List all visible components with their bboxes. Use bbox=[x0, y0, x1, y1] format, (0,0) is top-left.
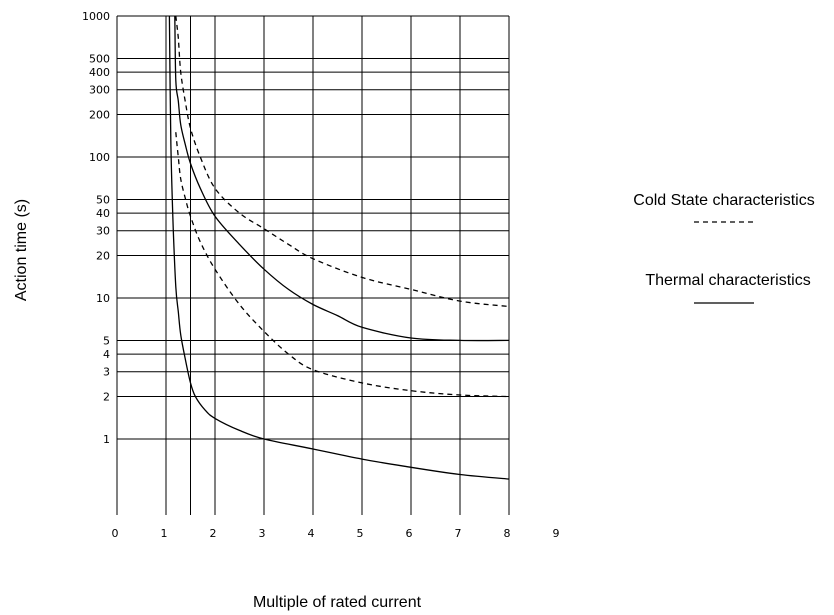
x-tick-label: 8 bbox=[504, 527, 511, 540]
x-tick-label: 0 bbox=[112, 527, 119, 540]
x-tick-label: 6 bbox=[406, 527, 413, 540]
y-tick-label: 40 bbox=[96, 207, 110, 220]
y-tick-label: 4 bbox=[103, 348, 110, 361]
y-tick-label: 30 bbox=[96, 225, 110, 238]
y-tick-label: 10 bbox=[96, 292, 110, 305]
curves bbox=[168, 15, 510, 480]
y-tick-label: 20 bbox=[96, 250, 110, 263]
x-tick-label: 9 bbox=[553, 527, 560, 540]
legend: Cold State characteristics Thermal chara… bbox=[633, 192, 815, 304]
series-curve-2 bbox=[175, 132, 510, 398]
y-tick-label: 2 bbox=[103, 391, 110, 404]
series-curve-3 bbox=[174, 15, 510, 342]
legend-label-cold: Cold State characteristics bbox=[633, 192, 814, 209]
y-tick-label: 1 bbox=[103, 433, 110, 446]
grid bbox=[116, 15, 510, 515]
x-axis-label: Multiple of rated current bbox=[253, 594, 422, 611]
x-tick-label: 4 bbox=[308, 527, 315, 540]
x-tick-label: 1 bbox=[161, 527, 168, 540]
y-tick-label: 300 bbox=[89, 84, 110, 97]
y-tick-label: 5 bbox=[103, 334, 110, 347]
legend-label-thermal: Thermal characteristics bbox=[645, 272, 810, 289]
y-tick-label: 200 bbox=[89, 109, 110, 122]
y-tick-label: 50 bbox=[96, 193, 110, 206]
y-tick-label: 500 bbox=[89, 52, 110, 65]
x-tick-label: 7 bbox=[455, 527, 462, 540]
y-tick-label: 100 bbox=[89, 151, 110, 164]
y-tick-label: 400 bbox=[89, 66, 110, 79]
series-curve-1 bbox=[175, 15, 510, 308]
x-tick-label: 5 bbox=[357, 527, 364, 540]
series-curve-4 bbox=[168, 15, 510, 480]
y-axis-label: Action time (s) bbox=[13, 199, 30, 301]
x-tick-label: 2 bbox=[210, 527, 217, 540]
y-tick-label: 1000 bbox=[82, 10, 110, 23]
y-tick-label: 3 bbox=[103, 366, 110, 379]
x-tick-label: 3 bbox=[259, 527, 266, 540]
